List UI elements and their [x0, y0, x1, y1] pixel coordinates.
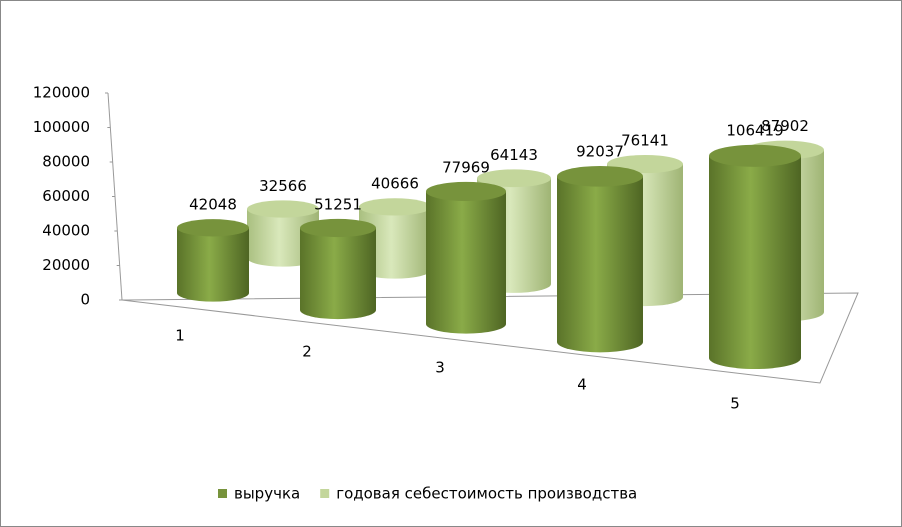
cylinder-body: [557, 176, 643, 353]
x-tick-label: 5: [730, 395, 740, 413]
cylinder-body: [177, 227, 249, 302]
cylinder: [177, 219, 249, 302]
data-label: 106419: [726, 121, 783, 139]
cylinder: [557, 166, 643, 353]
data-label: 77969: [442, 158, 490, 176]
y-tick-label: 100000: [33, 118, 90, 136]
y-tick-label: 120000: [33, 84, 90, 102]
data-label: 87902: [761, 117, 809, 135]
cylinder-body: [359, 206, 431, 279]
y-tick-label: 40000: [42, 222, 90, 240]
data-label: 64143: [490, 146, 538, 164]
y-tick-label: 20000: [42, 256, 90, 274]
data-label: 92037: [576, 143, 624, 161]
y-tick-label: 80000: [42, 153, 90, 171]
data-label: 32566: [259, 177, 307, 195]
cylinder-top: [177, 219, 249, 237]
cylinder: [359, 198, 431, 279]
data-label: 76141: [621, 131, 669, 149]
legend-swatch: [320, 489, 330, 498]
cylinder-body: [426, 191, 506, 334]
data-label: 51251: [314, 195, 362, 213]
cylinder-body: [709, 155, 801, 370]
data-label: 40666: [371, 175, 419, 193]
legend-swatch: [218, 489, 227, 498]
legend-label: выручка: [234, 485, 300, 503]
cylinder: [300, 218, 376, 320]
cylinder: [709, 144, 801, 370]
cylinder-body: [300, 227, 376, 320]
legend-label: годовая себестоимость производства: [336, 485, 637, 503]
cylinder-top: [426, 181, 506, 202]
cylinder-top: [557, 166, 643, 187]
data-label: 42048: [189, 196, 237, 214]
y-tick-label: 0: [80, 291, 90, 309]
cylinder-top: [247, 200, 319, 218]
y-tick-label: 60000: [42, 187, 90, 205]
x-tick-label: 4: [577, 376, 587, 394]
cylinder-top: [300, 218, 376, 238]
cylinder-top: [477, 169, 551, 188]
x-tick-label: 3: [435, 359, 445, 377]
cylinder: [426, 181, 506, 334]
x-tick-label: 1: [175, 327, 185, 345]
cylinder-top: [359, 198, 431, 216]
cylinder-top: [709, 144, 801, 167]
x-tick-label: 2: [302, 343, 312, 361]
